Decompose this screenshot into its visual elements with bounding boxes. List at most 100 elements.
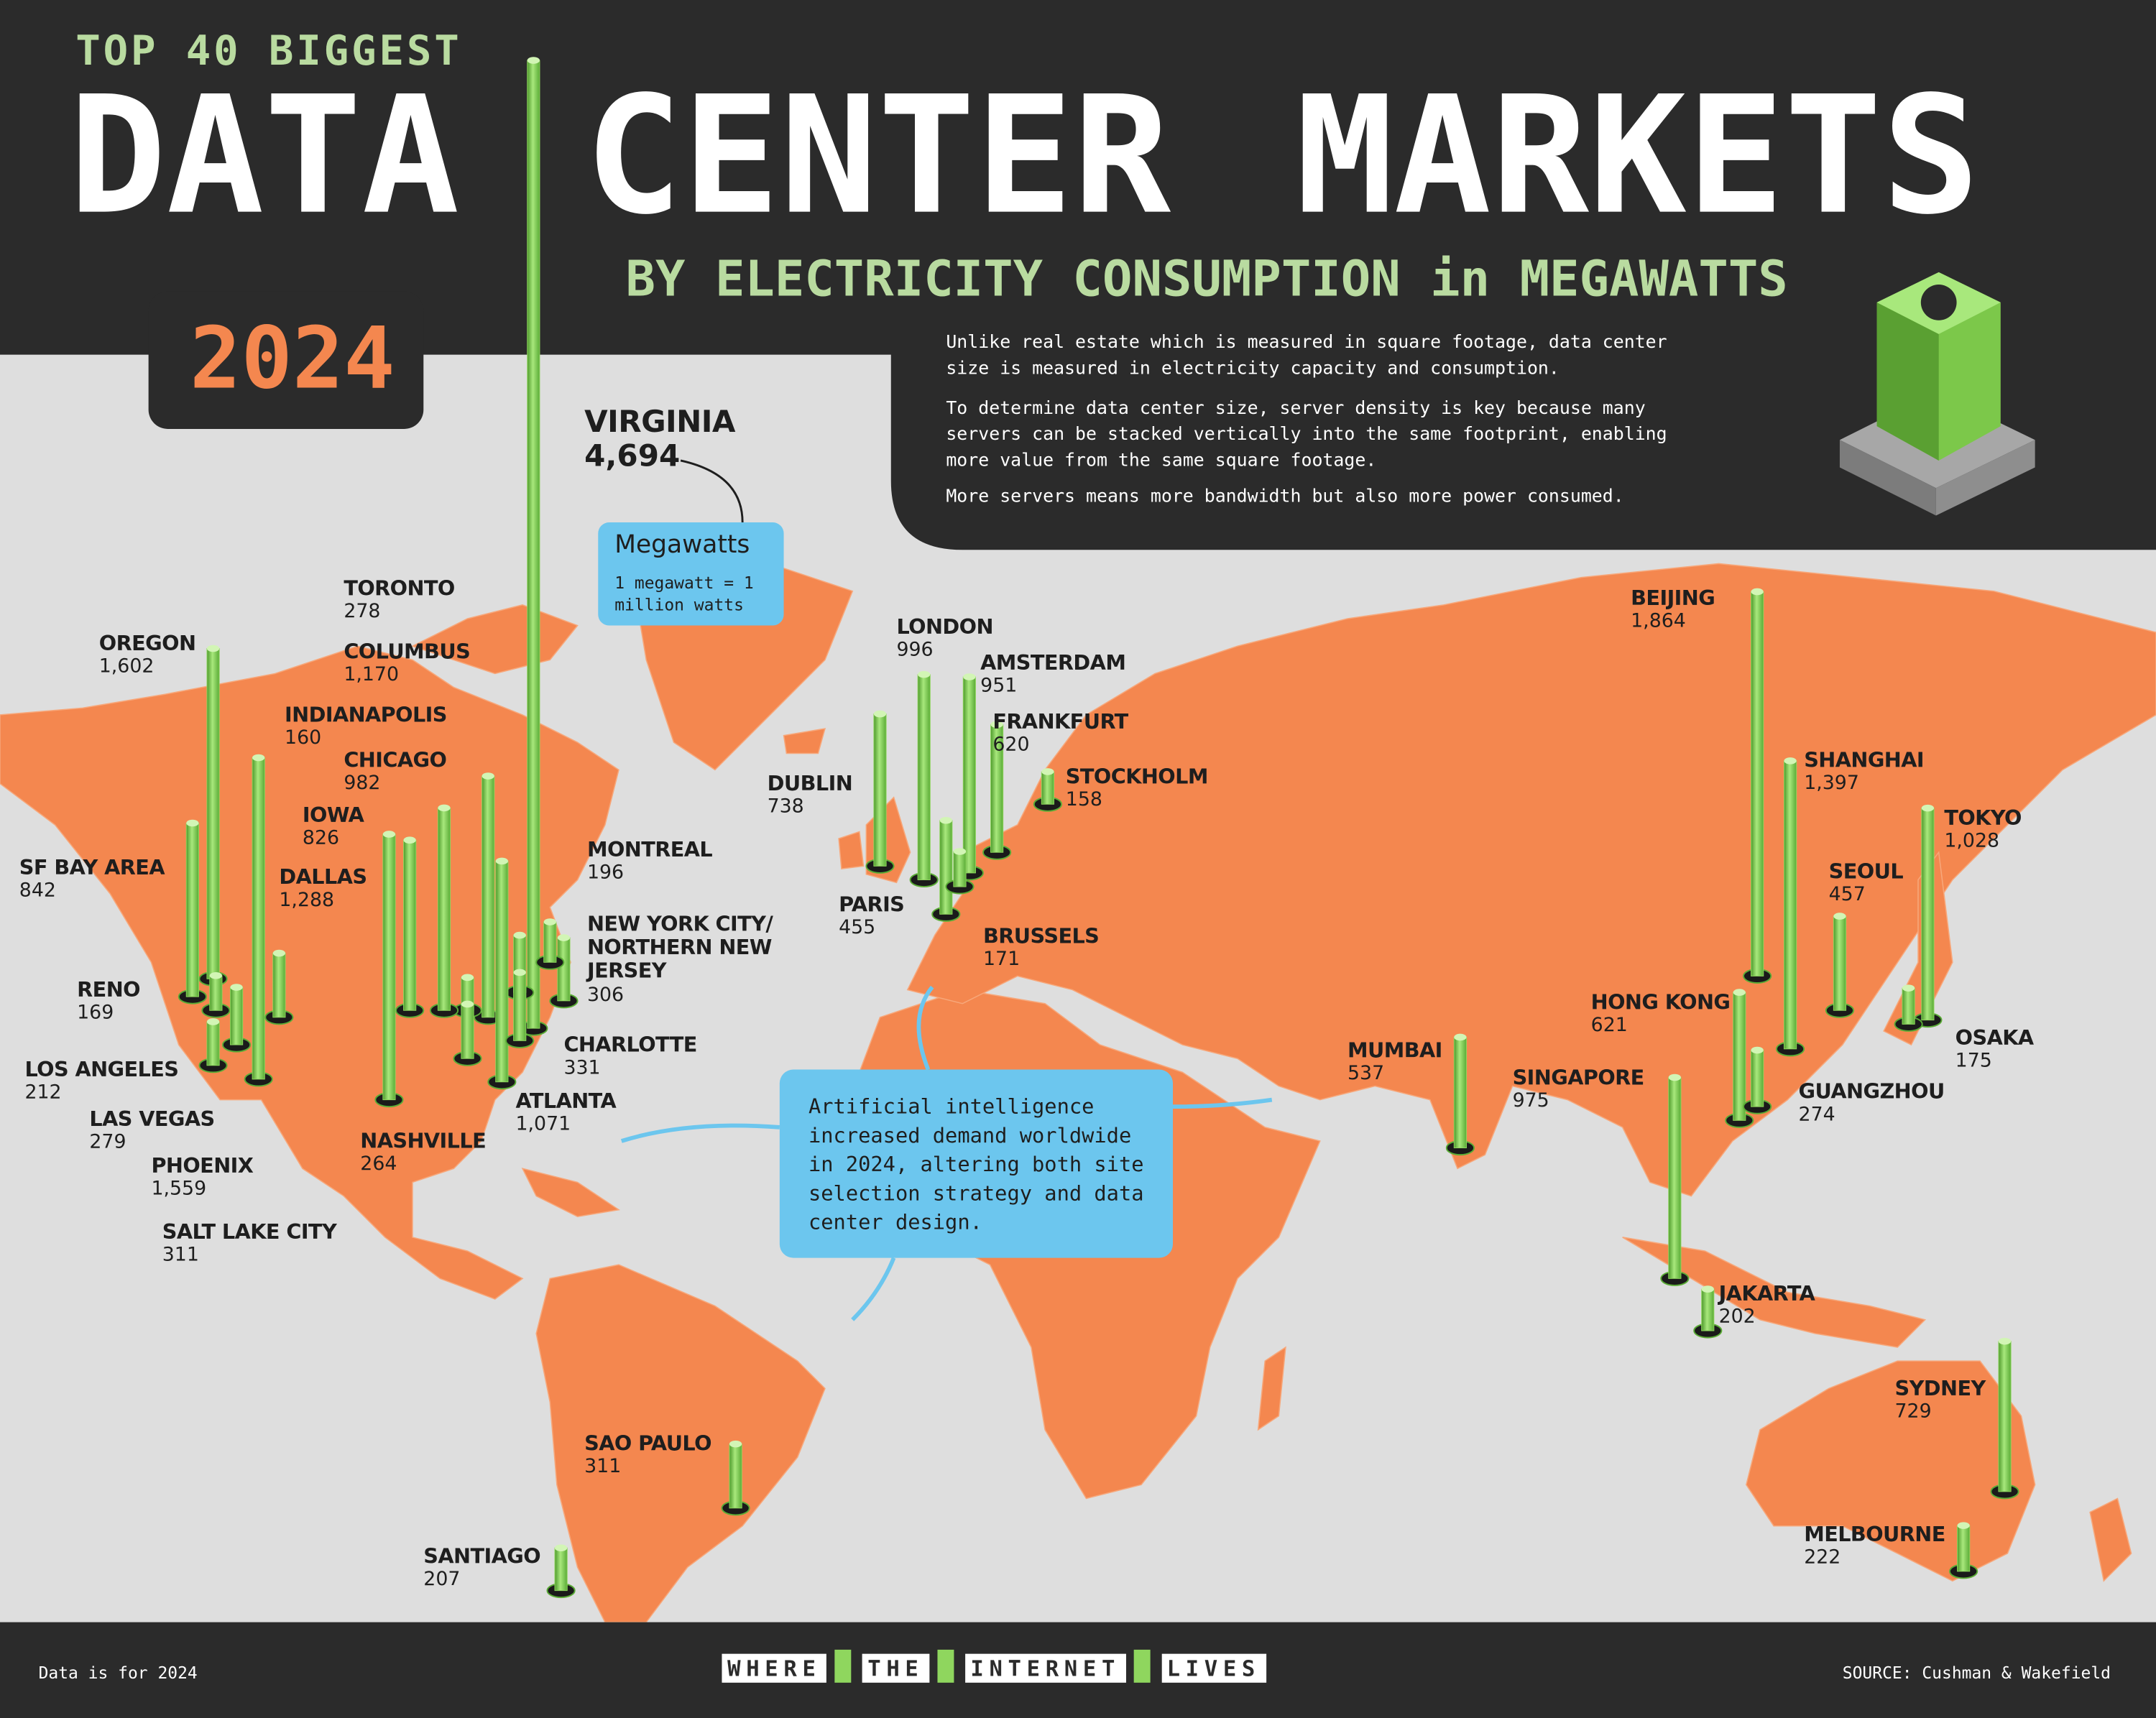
bar-cap xyxy=(206,1018,220,1025)
unit-box-title: Megawatts xyxy=(614,530,750,560)
bar-cap xyxy=(1668,1073,1681,1081)
bar-cap xyxy=(209,971,222,979)
bar-cap xyxy=(495,857,508,865)
chart-title: DATA CENTER MARKETS xyxy=(68,60,1980,251)
bar-cap xyxy=(186,819,199,827)
market-value: 202 xyxy=(1718,1306,1756,1329)
market-value: 4,694 xyxy=(584,440,681,475)
market-name: FRANKFURT xyxy=(992,709,1128,734)
callout-text: Artificial intelligence increased demand… xyxy=(808,1094,1144,1235)
bar-cap xyxy=(438,804,451,812)
bars xyxy=(178,57,2019,1683)
bar-cap xyxy=(1733,989,1746,996)
bar-cap xyxy=(482,772,494,780)
market-name: NEW YORK CITY/ NORTHERN NEW JERSEY xyxy=(586,911,773,983)
tagline-word: THE xyxy=(862,1653,930,1683)
market-value: 1,170 xyxy=(344,664,400,686)
market-name: DALLAS xyxy=(279,864,367,890)
market-value: 620 xyxy=(992,734,1030,757)
market-name: SF BAY AREA xyxy=(19,855,165,880)
market-name: JAKARTA xyxy=(1718,1281,1815,1306)
footer-note: Data is for 2024 xyxy=(38,1663,198,1683)
market-value: 621 xyxy=(1590,1014,1628,1037)
bar-cap xyxy=(990,721,1003,729)
market-value: 537 xyxy=(1347,1062,1385,1085)
tagline-icon xyxy=(1133,1649,1151,1683)
market-name: NASHVILLE xyxy=(360,1128,487,1154)
market-value: 729 xyxy=(1894,1400,1932,1423)
bar-cap xyxy=(1751,1046,1764,1054)
market-value: 306 xyxy=(586,984,625,1007)
market-name: SYDNEY xyxy=(1894,1376,1986,1401)
bar-cap xyxy=(382,831,396,838)
bar-cap xyxy=(557,934,571,941)
market-value: 1,864 xyxy=(1631,610,1686,633)
market-value: 1,397 xyxy=(1804,772,1859,795)
market-name: BEIJING xyxy=(1631,586,1715,611)
bar-cap xyxy=(513,931,526,939)
tagline-icon xyxy=(834,1649,852,1683)
market-value: 212 xyxy=(24,1081,62,1104)
note-paragraph: More servers means more bandwidth but al… xyxy=(946,486,1624,507)
market-name: CHARLOTTE xyxy=(563,1032,697,1058)
market-name: SALT LAKE CITY xyxy=(162,1219,337,1244)
tagline-word: INTERNET xyxy=(964,1653,1126,1683)
market-value: 311 xyxy=(162,1244,199,1267)
bar-cap xyxy=(461,974,474,982)
market-value: 278 xyxy=(344,601,381,623)
market-value: 975 xyxy=(1512,1090,1549,1112)
market-name: CHICAGO xyxy=(344,747,447,773)
market-value: 279 xyxy=(89,1131,126,1154)
bar-cap xyxy=(939,816,952,824)
bar-cap xyxy=(729,1440,742,1448)
market-value: 455 xyxy=(839,917,876,939)
market-value: 982 xyxy=(344,772,381,795)
market-value: 207 xyxy=(423,1569,461,1591)
market-name: LAS VEGAS xyxy=(89,1107,215,1132)
note-paragraph: Unlike real estate which is measured in … xyxy=(946,333,1667,380)
market-name: SINGAPORE xyxy=(1512,1065,1645,1091)
world-map xyxy=(0,563,2156,1623)
bar-cap xyxy=(403,836,416,844)
bar-cap xyxy=(513,969,526,976)
bar-cap xyxy=(873,710,887,718)
market-name: RENO xyxy=(77,977,140,1002)
market-value: 1,559 xyxy=(151,1178,207,1201)
market-name: COLUMBUS xyxy=(344,639,471,665)
market-name: MELBOURNE xyxy=(1804,1521,1945,1547)
market-value: 842 xyxy=(19,879,56,902)
bar-cap xyxy=(1833,913,1846,920)
bar-cap xyxy=(543,918,556,925)
tagline-word: WHERE xyxy=(722,1653,827,1683)
tagline-icon xyxy=(937,1649,954,1683)
market-value: 311 xyxy=(584,1456,622,1478)
bar-cap xyxy=(206,645,220,652)
bar-cap xyxy=(1957,1522,1970,1529)
market-value: 222 xyxy=(1804,1546,1841,1569)
year-box xyxy=(148,291,424,429)
market-name: TORONTO xyxy=(344,576,455,601)
market-name: MUMBAI xyxy=(1347,1038,1442,1063)
bar-cap xyxy=(1751,588,1764,596)
market-name: OREGON xyxy=(98,631,196,656)
callout-box xyxy=(779,1069,1174,1258)
market-value: 169 xyxy=(77,1002,114,1025)
bar-cap xyxy=(1701,1285,1714,1293)
market-value: 160 xyxy=(285,727,322,749)
market-name: DUBLIN xyxy=(767,771,853,796)
unit-box xyxy=(598,522,784,626)
note-paragraph: To determine data center size, server de… xyxy=(946,398,1667,472)
market-name: LOS ANGELES xyxy=(24,1057,179,1082)
market-name: SEOUL xyxy=(1828,859,1904,885)
market-value: 331 xyxy=(563,1057,601,1079)
bar-cap xyxy=(252,754,265,762)
unit-box-text: 1 megawatt = 1 million watts xyxy=(614,573,754,615)
bar-cap xyxy=(1902,984,1915,992)
market-value: 951 xyxy=(980,675,1018,698)
bar-cap xyxy=(527,57,540,64)
market-value: 196 xyxy=(586,862,625,885)
market-value: 738 xyxy=(767,795,804,818)
